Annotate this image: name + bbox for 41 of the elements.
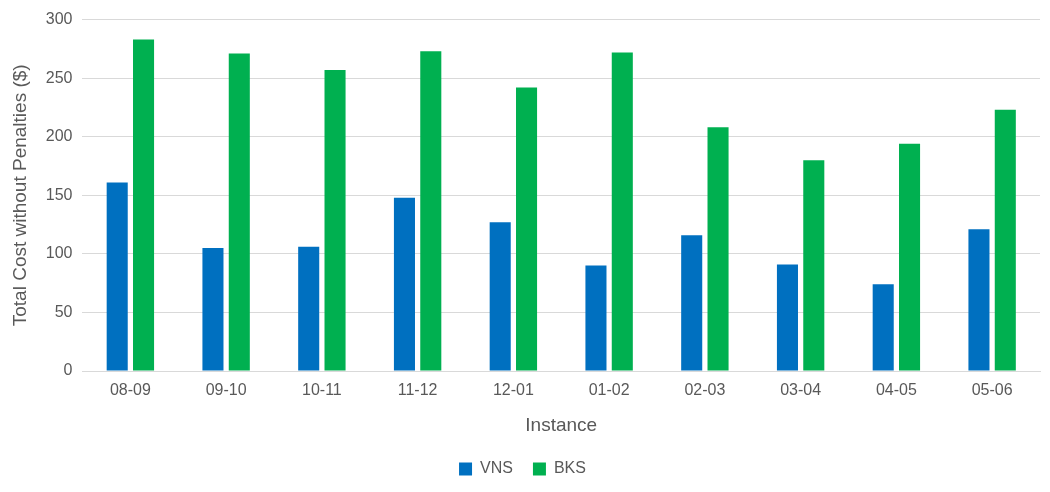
x-tick-label: 03-04	[780, 381, 822, 399]
bar	[489, 222, 511, 371]
bar	[872, 284, 894, 371]
bar	[611, 52, 633, 371]
x-tick-label: 08-09	[109, 381, 151, 399]
x-tick-label: 12-01	[492, 381, 534, 399]
bar	[420, 51, 442, 371]
y-tick-label: 200	[45, 127, 73, 145]
bar	[803, 160, 825, 371]
bar	[228, 53, 250, 371]
legend-label: VNS	[480, 459, 513, 477]
y-tick-label: 250	[45, 68, 73, 86]
x-tick-label: 02-03	[684, 381, 726, 399]
bar	[585, 265, 607, 371]
bar	[298, 246, 320, 371]
y-tick-label: 50	[54, 302, 73, 320]
x-axis-title: Instance	[525, 413, 598, 435]
x-tick-label: 04-05	[875, 381, 917, 399]
y-tick-label: 100	[45, 244, 73, 262]
bar	[994, 109, 1016, 371]
bar	[899, 143, 921, 371]
bar	[516, 87, 538, 371]
bar	[324, 69, 346, 371]
y-tick-label: 0	[63, 361, 73, 379]
x-tick-label: 11-12	[397, 381, 438, 399]
bar	[681, 235, 703, 371]
x-tick-label: 01-02	[588, 381, 630, 399]
bar	[968, 229, 990, 371]
bar	[133, 39, 155, 371]
bar	[202, 248, 224, 371]
bar	[393, 197, 415, 371]
bar	[776, 264, 798, 371]
bar	[707, 127, 729, 371]
x-tick-label: 05-06	[971, 381, 1013, 399]
y-axis-title: Total Cost without Penalties ($)	[8, 64, 30, 327]
legend-label: BKS	[553, 459, 586, 477]
bar	[106, 182, 128, 371]
y-tick-label: 150	[45, 185, 73, 203]
x-tick-label: 09-10	[205, 381, 247, 399]
x-tick-label: 10-11	[302, 381, 342, 399]
y-tick-label: 300	[45, 10, 73, 28]
